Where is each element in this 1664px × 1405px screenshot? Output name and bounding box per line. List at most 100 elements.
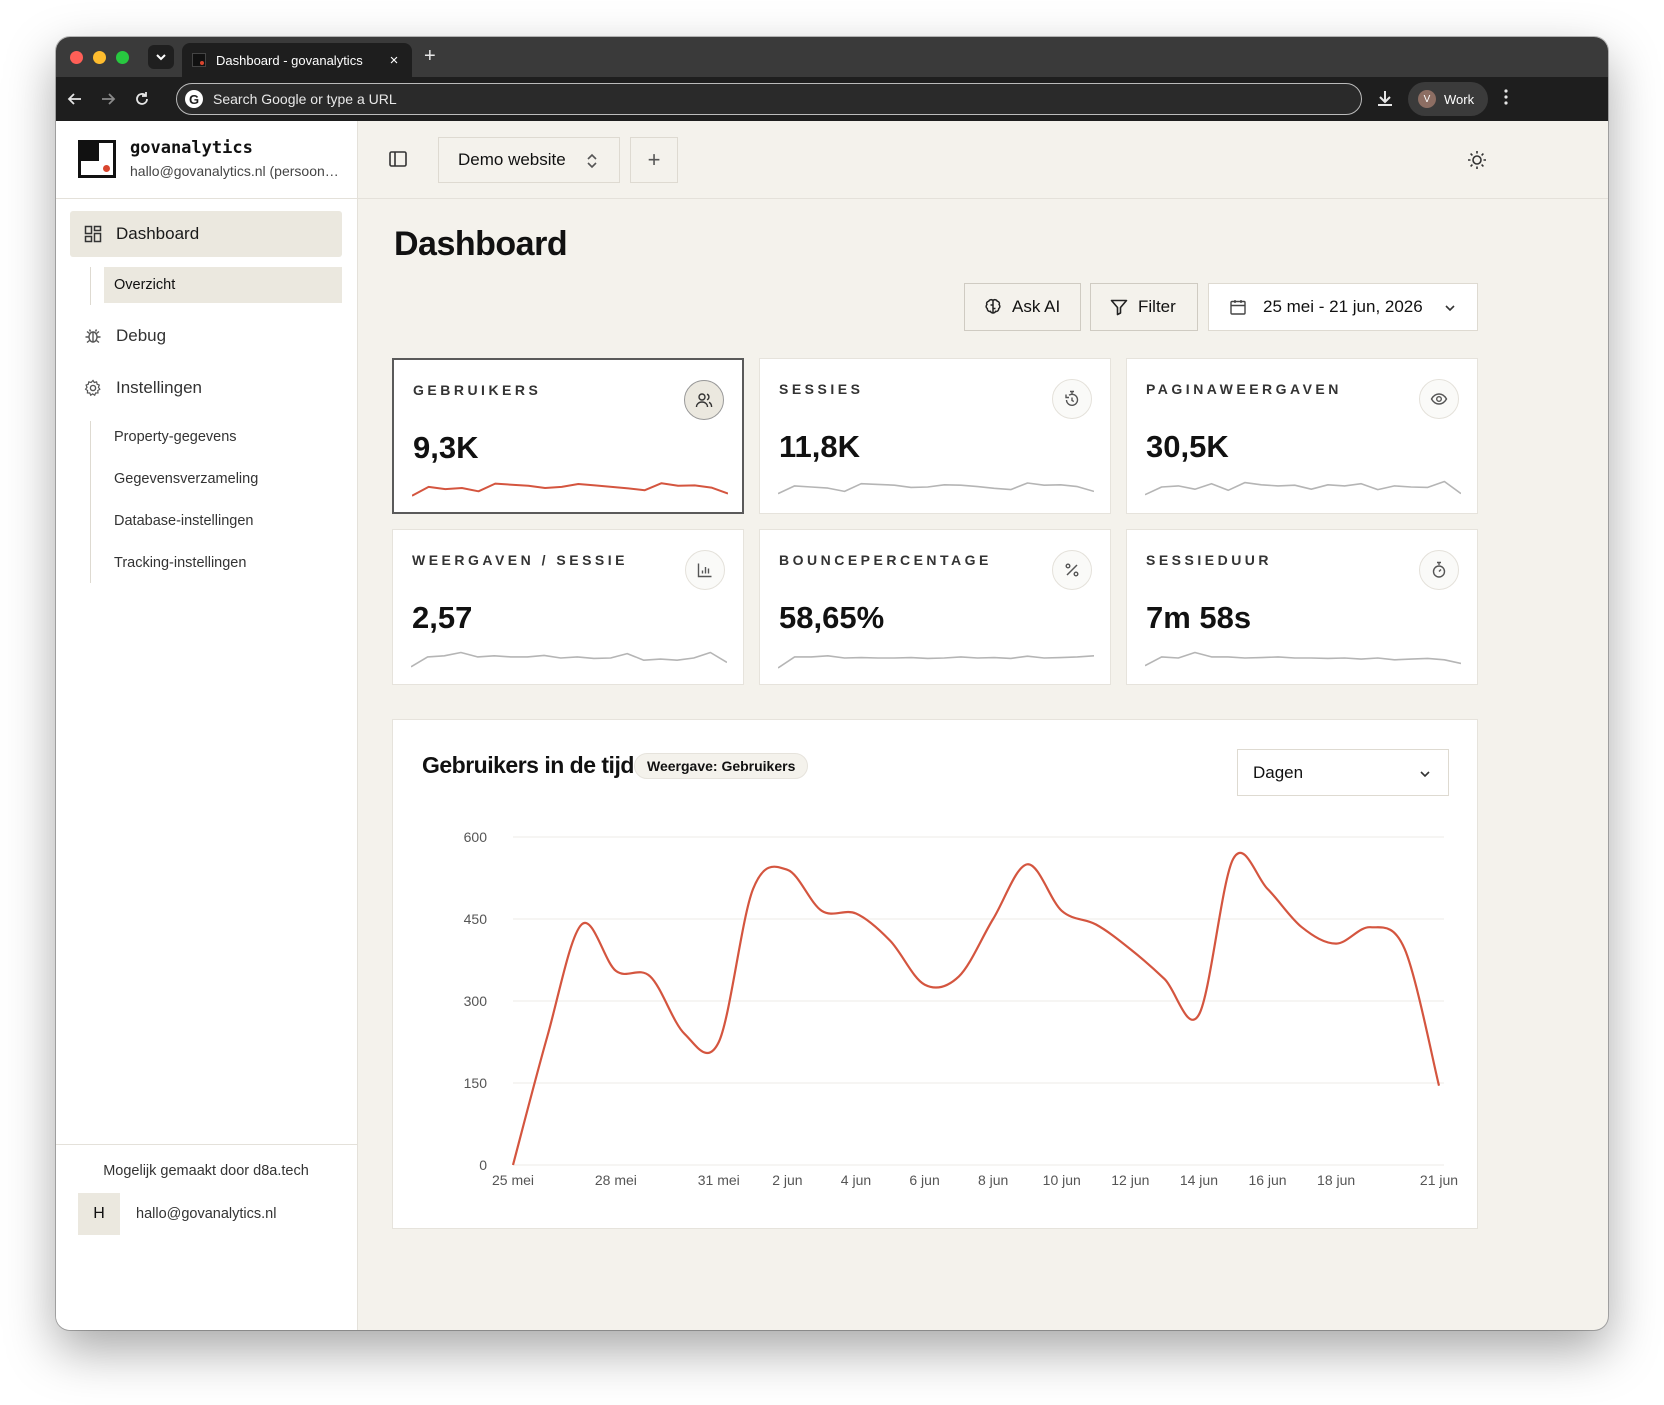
metric-value: 9,3K [413,430,479,465]
granularity-value: Dagen [1253,762,1304,782]
address-bar[interactable]: G Search Google or type a URL [176,83,1362,115]
data-point-17 [1093,922,1099,928]
data-point-10 [853,911,859,917]
brand-header[interactable]: govanalytics hallo@govanalytics.nl (pers… [56,121,357,199]
sidebar-item-dashboard[interactable]: Dashboard [70,211,342,257]
metric-card-weergaven-sessie[interactable]: WEERGAVEN / SESSIE 2,57 [392,529,744,685]
metric-sparkline [778,482,1094,495]
metric-sparkline [411,651,727,668]
chart-title: Gebruikers in de tijd [422,752,634,778]
sparkline-path [1145,480,1461,496]
minimize-window-button[interactable] [93,51,106,64]
user-email[interactable]: hallo@govanalytics.nl [136,1206,277,1222]
metric-sparkline [412,482,728,497]
data-point-19 [1162,976,1168,982]
timer-rotate-icon [1052,379,1092,419]
metric-value: 11,8K [779,429,861,464]
data-point-7 [750,886,756,892]
tab-close-button[interactable]: × [389,51,399,69]
users-line-chart: 0 150 300 450 600 25 mei 28 mei 31 mei 2 jun 4 ju… [464,829,1458,1188]
sidebar-item-label: Debug [116,326,167,345]
browser-toolbar: G Search Google or type a URL V Work [56,77,1608,121]
metric-sparkline [1145,480,1461,496]
theme-toggle-button[interactable] [1466,149,1488,171]
reload-button[interactable] [131,88,153,110]
website-selector-value: Demo website [458,150,566,169]
bar-chart-icon [685,550,725,590]
eye-icon [1419,379,1459,419]
brand-name: govanalytics [130,138,253,158]
brand-logo [78,140,116,178]
user-avatar[interactable]: H [78,1193,120,1235]
data-point-25 [1367,924,1373,930]
sidebar-subitem-property-gegevens[interactable]: Property-gegevens [114,429,237,445]
date-range-picker[interactable]: 25 mei - 21 jun, 2026 [1208,283,1478,331]
new-tab-button[interactable]: + [424,45,436,67]
sidebar-subitem-database-instellingen[interactable]: Database-instellingen [114,513,254,529]
y-tick-label: 300 [464,993,488,1009]
browser-tab[interactable]: Dashboard - govanalytics × [182,43,412,77]
add-website-button[interactable]: + [630,137,678,183]
browser-window: Dashboard - govanalytics × + G Search Go… [56,37,1608,1330]
metric-card-gebruikers[interactable]: GEBRUIKERS 9,3K [392,358,744,514]
forward-button[interactable] [97,88,119,110]
metric-card-bouncepercentage[interactable]: BOUNCEPERCENTAGE 58,65% [759,529,1111,685]
reload-icon [136,92,148,105]
sidebar-subitem-tracking-instellingen[interactable]: Tracking-instellingen [114,555,247,571]
profile-name: Work [1444,91,1475,107]
x-tick-label: 8 jun [978,1172,1008,1188]
download-button[interactable] [1374,88,1396,110]
tab-search-button[interactable] [148,45,174,69]
maximize-window-button[interactable] [116,51,129,64]
metric-card-paginaweergaven[interactable]: PAGINAWEERGAVEN 30,5K [1126,358,1478,514]
data-point-20 [1196,1012,1202,1018]
data-point-1 [544,1034,550,1040]
metric-card-sessieduur[interactable]: SESSIEDUUR 7m 58s [1126,529,1478,685]
close-window-button[interactable] [70,51,83,64]
back-button[interactable] [64,88,86,110]
ask-ai-button[interactable]: Ask AI [964,283,1081,331]
chevron-down-icon [1420,771,1430,778]
x-tick-label: 2 jun [772,1172,802,1188]
arrow-left-icon [67,93,81,105]
sidebar-toggle-button[interactable] [388,149,408,169]
submenu-line [90,267,91,305]
sidebar-subitem-gegevensverzameling[interactable]: Gegevensverzameling [114,471,259,487]
chart-view-badge: Weergave: Gebruikers [634,753,809,779]
metric-label: PAGINAWEERGAVEN [1146,381,1342,397]
browser-menu-button[interactable] [1498,88,1514,110]
data-point-13 [956,973,962,979]
more-vertical-icon [1504,89,1508,105]
y-tick-label: 600 [464,829,488,845]
google-icon: G [185,90,203,108]
filter-button[interactable]: Filter [1090,283,1198,331]
users-series-line [511,851,1441,1166]
sidebar-item-debug[interactable]: Debug [70,313,342,359]
website-selector[interactable]: Demo website [438,137,620,183]
x-tick-label: 28 mei [595,1172,637,1188]
x-tick-label: 25 mei [492,1172,534,1188]
grid-icon [84,225,102,243]
sparkline-path [411,651,727,668]
sidebar-item-label: Dashboard [116,224,200,243]
data-point-12 [922,982,928,988]
x-tick-label: 4 jun [841,1172,871,1188]
y-tick-label: 450 [464,911,488,927]
metric-card-sessies[interactable]: SESSIES 11,8K [759,358,1111,514]
sidebar-subitem-overzicht[interactable]: Overzicht [104,267,342,303]
metric-label: GEBRUIKERS [413,382,542,398]
profile-button[interactable]: V Work [1408,82,1488,116]
x-tick-label: 6 jun [909,1172,939,1188]
sidebar-item-instellingen[interactable]: Instellingen [70,365,342,411]
tab-strip: Dashboard - govanalytics × + [56,37,1608,77]
data-point-16 [1059,908,1065,914]
page-title: Dashboard [394,225,568,263]
metric-label: SESSIEDUUR [1146,552,1273,568]
metric-value: 2,57 [412,600,473,635]
sparkline-path [778,482,1094,495]
granularity-select[interactable]: Dagen [1237,749,1449,796]
metric-sparkline [778,655,1094,669]
top-bar: Demo website + [358,121,1608,199]
profile-avatar: V [1418,90,1436,108]
filter-label: Filter [1138,297,1176,316]
